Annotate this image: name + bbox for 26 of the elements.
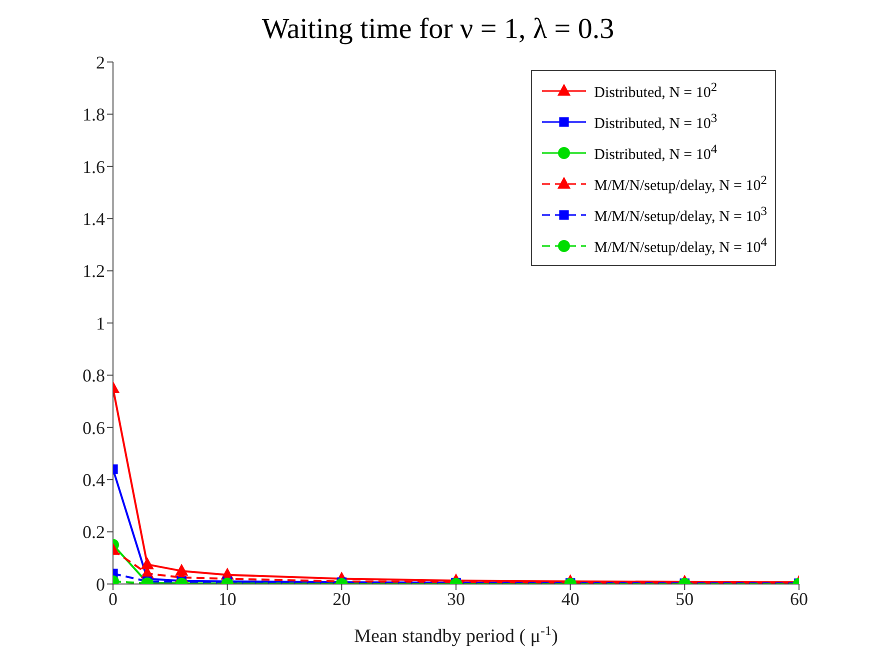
legend-label: Distributed, N = 10$^{2}$ <box>594 80 718 102</box>
y-tick-label: 0.8 <box>82 366 105 386</box>
y-tick-label: 1.8 <box>82 104 105 125</box>
legend-label: Distributed, N = 10$^{3}$ <box>594 110 718 132</box>
x-tick-label: 30 <box>447 588 465 609</box>
x-tick-label: 20 <box>332 588 351 609</box>
x-tick-label: 10 <box>218 588 236 609</box>
x-tick-label: 40 <box>561 588 580 609</box>
legend-label: M/M/N/setup/delay, N = 10$^{4}$ <box>594 234 767 256</box>
legend-label: M/M/N/setup/delay, N = 10$^{2}$ <box>594 172 767 194</box>
x-tick-label: 0 <box>108 588 118 609</box>
legend-label: Distributed, N = 10$^{4}$ <box>594 142 718 164</box>
chart-title: Waiting time for ν = 1, λ = 0.3 <box>260 12 616 47</box>
y-tick-label: 2 <box>96 52 105 72</box>
y-tick-label: 1.6 <box>82 156 105 177</box>
y-tick-label: 0.4 <box>82 470 105 490</box>
x-tick-label: 50 <box>676 588 694 609</box>
x-tick-label: 60 <box>790 588 808 609</box>
legend-label: M/M/N/setup/delay, N = 10$^{3}$ <box>594 204 767 226</box>
x-axis-title: Mean standby period ( μ$^{-1}$) <box>354 622 558 647</box>
y-tick-label: 0.2 <box>82 522 105 542</box>
y-tick-label: 0.6 <box>82 418 105 438</box>
y-tick-label: 0 <box>96 574 105 594</box>
y-tick-label: 1.2 <box>82 261 105 282</box>
y-tick-label: 1.4 <box>82 208 105 229</box>
y-tick-label: 1 <box>96 313 105 334</box>
